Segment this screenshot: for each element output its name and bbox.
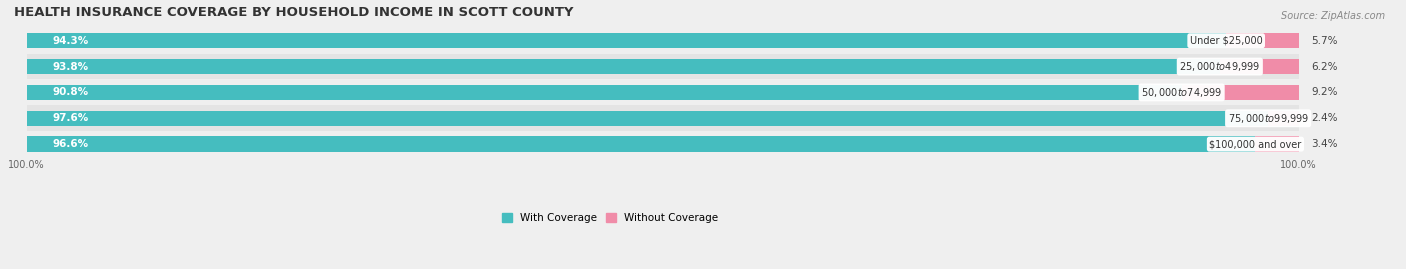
Bar	[27, 105, 1299, 131]
Text: 93.8%: 93.8%	[52, 62, 89, 72]
Bar	[1220, 59, 1299, 74]
Text: 9.2%: 9.2%	[1312, 87, 1339, 97]
Bar	[27, 136, 1256, 152]
Legend: With Coverage, Without Coverage: With Coverage, Without Coverage	[498, 209, 723, 227]
Bar	[27, 28, 1299, 54]
Bar	[27, 79, 1299, 105]
Text: 90.8%: 90.8%	[52, 87, 89, 97]
Text: $100,000 and over: $100,000 and over	[1209, 139, 1302, 149]
Bar	[27, 59, 1220, 74]
Text: 6.2%: 6.2%	[1312, 62, 1339, 72]
Text: Source: ZipAtlas.com: Source: ZipAtlas.com	[1281, 11, 1385, 21]
Bar	[1256, 136, 1299, 152]
Bar	[27, 85, 1181, 100]
Bar	[27, 131, 1299, 157]
Text: 96.6%: 96.6%	[52, 139, 89, 149]
Text: $75,000 to $99,999: $75,000 to $99,999	[1227, 112, 1309, 125]
Text: 5.7%: 5.7%	[1312, 36, 1339, 46]
Bar	[1181, 85, 1299, 100]
Bar	[27, 33, 1226, 48]
Bar	[27, 111, 1268, 126]
Text: Under $25,000: Under $25,000	[1189, 36, 1263, 46]
Text: HEALTH INSURANCE COVERAGE BY HOUSEHOLD INCOME IN SCOTT COUNTY: HEALTH INSURANCE COVERAGE BY HOUSEHOLD I…	[14, 6, 574, 19]
Text: 97.6%: 97.6%	[52, 113, 89, 123]
Text: 100.0%: 100.0%	[8, 160, 45, 171]
Text: 100.0%: 100.0%	[1281, 160, 1317, 171]
Text: 2.4%: 2.4%	[1312, 113, 1339, 123]
Bar	[27, 54, 1299, 79]
Text: $50,000 to $74,999: $50,000 to $74,999	[1142, 86, 1222, 99]
Bar	[1268, 111, 1299, 126]
Text: $25,000 to $49,999: $25,000 to $49,999	[1180, 60, 1260, 73]
Bar	[1226, 33, 1299, 48]
Text: 3.4%: 3.4%	[1312, 139, 1339, 149]
Text: 94.3%: 94.3%	[52, 36, 89, 46]
